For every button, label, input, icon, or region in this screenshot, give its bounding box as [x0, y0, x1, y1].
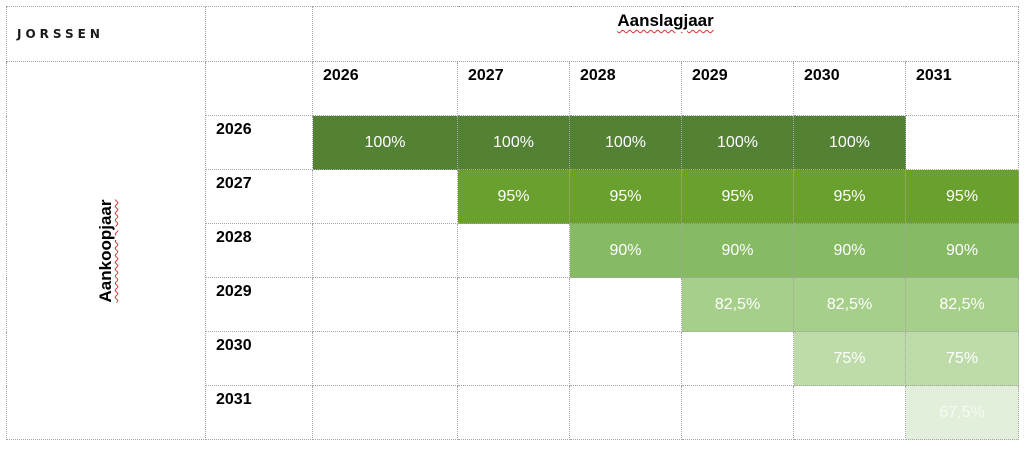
percentage-cell: 100% [681, 115, 794, 170]
percentage-cell: 82,5% [904, 277, 1020, 332]
column-header: 2027 [457, 61, 570, 116]
column-header: 2030 [793, 61, 906, 116]
table-row: 2029 82,5% 82,5% 82,5% [7, 277, 1020, 332]
empty-cell [681, 331, 794, 386]
percentage-cell: 95% [793, 169, 906, 224]
table-row: 2031 67,5% [7, 385, 1020, 440]
empty-cell [904, 115, 1020, 170]
empty-cell [457, 223, 570, 278]
percentage-cell: 95% [569, 169, 682, 224]
percentage-cell: 82,5% [793, 277, 906, 332]
logo-cell: JORSSEN [6, 6, 206, 62]
percentage-cell: 95% [457, 169, 570, 224]
percentage-cell: 90% [681, 223, 794, 278]
empty-cell [312, 277, 458, 332]
percentage-cell: 75% [904, 331, 1020, 386]
percentage-cell: 95% [904, 169, 1020, 224]
table-row: 2030 75% 75% [7, 331, 1020, 386]
percentage-cell: 90% [569, 223, 682, 278]
percentage-cell: 75% [793, 331, 906, 386]
table-row: 2026 100% 100% 100% 100% 100% [7, 115, 1020, 170]
empty-cell [312, 385, 458, 440]
empty-cell [312, 223, 458, 278]
table-row: 2028 90% 90% 90% 90% [7, 223, 1020, 278]
column-axis-title: Aanslagjaar [617, 11, 714, 30]
column-axis-header: Aanslagjaar [311, 6, 1020, 62]
column-header: 2028 [569, 61, 682, 116]
row-axis-title: Aankoopjaar [96, 199, 115, 302]
empty-cell [312, 169, 458, 224]
table-row: 2027 95% 95% 95% 95% 95% [7, 169, 1020, 224]
empty-cell [205, 6, 313, 62]
percentage-cell: 100% [312, 115, 458, 170]
column-header: 2026 [312, 61, 458, 116]
row-header: 2030 [205, 331, 313, 386]
empty-cell [457, 385, 570, 440]
row-header: 2026 [205, 115, 313, 170]
percentage-cell: 95% [681, 169, 794, 224]
empty-cell [457, 277, 570, 332]
column-header: 2031 [904, 61, 1020, 116]
percentage-cell: 90% [904, 223, 1020, 278]
empty-cell [312, 331, 458, 386]
percentage-cell: 100% [793, 115, 906, 170]
row-header: 2027 [205, 169, 313, 224]
percentage-cell: 100% [457, 115, 570, 170]
percentage-cell: 82,5% [681, 277, 794, 332]
corner-cell [205, 61, 313, 116]
empty-cell [569, 331, 682, 386]
empty-cell [569, 385, 682, 440]
percentage-cell: 90% [793, 223, 906, 278]
percentage-cell: 67,5% [904, 385, 1020, 440]
row-header: 2029 [205, 277, 313, 332]
row-header: 2031 [205, 385, 313, 440]
depreciation-table: JORSSEN Aanslagjaar Aankoopjaar 2026 202… [6, 6, 1020, 440]
brand-logo: JORSSEN [17, 27, 104, 41]
column-header: 2029 [681, 61, 794, 116]
empty-cell [569, 277, 682, 332]
empty-cell [681, 385, 794, 440]
row-axis-header: Aankoopjaar [6, 61, 206, 440]
percentage-cell: 100% [569, 115, 682, 170]
row-header: 2028 [205, 223, 313, 278]
empty-cell [457, 331, 570, 386]
empty-cell [793, 385, 906, 440]
